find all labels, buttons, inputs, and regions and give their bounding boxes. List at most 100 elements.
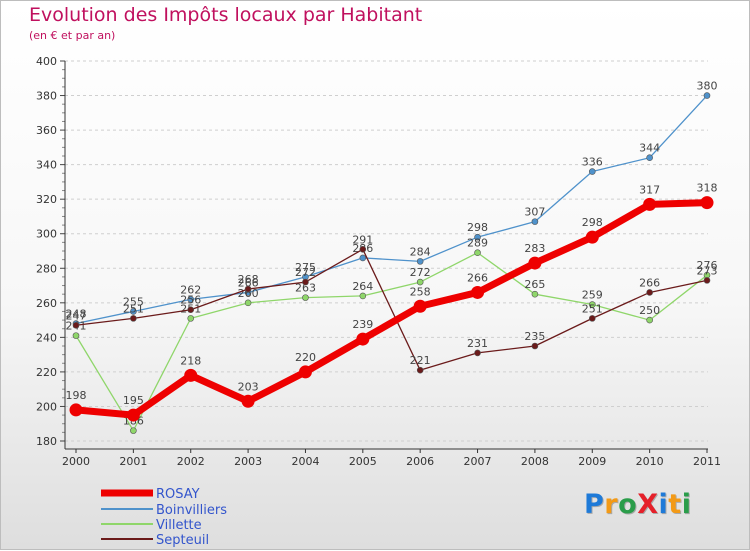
data-point (416, 258, 424, 265)
data-label: 247 (66, 309, 87, 322)
data-point (187, 315, 195, 322)
data-point (531, 290, 539, 298)
data-point (531, 218, 539, 225)
data-label: 255 (123, 295, 144, 308)
data-label: 195 (123, 394, 144, 407)
data-label: 344 (639, 142, 660, 155)
proxiti-logo: ProXiti (584, 489, 692, 520)
x-tick-label: 2007 (464, 455, 492, 468)
series-line-boinvilliers (75, 95, 708, 325)
x-tick-label: 2010 (636, 455, 664, 468)
data-point (585, 230, 599, 244)
data-label: 307 (524, 206, 545, 219)
data-point (130, 308, 137, 315)
data-label: 275 (295, 261, 316, 274)
data-label: 298 (467, 221, 488, 234)
data-point (703, 92, 711, 99)
data-point (356, 332, 370, 346)
data-point (244, 285, 252, 293)
chart-subtitle: (en € et par an) (29, 29, 116, 42)
data-label: 218 (180, 354, 201, 367)
data-label: 220 (295, 351, 316, 364)
x-tick-label: 2002 (177, 455, 205, 468)
data-point (187, 306, 195, 314)
y-tick-label: 300 (36, 228, 57, 241)
data-label: 250 (639, 304, 660, 317)
data-label: 239 (352, 318, 373, 331)
chart-title: Evolution des Impôts locaux par Habitant (29, 4, 423, 26)
legend-label-villette: Villette (156, 518, 202, 533)
data-point (359, 245, 367, 253)
x-tick-label: 2000 (62, 455, 90, 468)
data-label: 336 (582, 156, 603, 169)
data-point (588, 315, 596, 322)
data-point (643, 197, 657, 211)
y-tick-label: 380 (36, 90, 57, 103)
data-point (531, 342, 539, 350)
data-point (241, 394, 255, 408)
data-point (126, 408, 140, 422)
data-label: 263 (295, 282, 316, 295)
data-label: 258 (410, 285, 431, 298)
data-point (700, 196, 714, 210)
data-point (588, 301, 596, 308)
data-label: 289 (467, 237, 488, 250)
data-label: 251 (582, 302, 603, 315)
data-point (474, 233, 481, 241)
data-label: 262 (180, 283, 201, 296)
data-point (72, 321, 80, 329)
data-label: 380 (697, 80, 718, 93)
data-label: 260 (238, 287, 259, 300)
y-tick-label: 320 (36, 193, 57, 206)
legend-label-boinvilliers: Boinvilliers (156, 503, 227, 518)
data-label: 273 (697, 264, 718, 277)
data-label: 266 (467, 271, 488, 284)
y-tick-label: 360 (36, 124, 57, 137)
data-point (302, 278, 309, 286)
y-tick-label: 240 (36, 331, 57, 344)
data-label: 276 (697, 259, 718, 272)
data-point (646, 289, 653, 296)
y-tick-label: 180 (36, 435, 57, 448)
y-tick-label: 260 (36, 297, 57, 310)
data-label: 248 (66, 308, 87, 321)
y-tick-label: 280 (36, 262, 57, 275)
data-label: 283 (524, 242, 545, 255)
x-tick-label: 2011 (693, 455, 721, 468)
y-tick-label: 200 (36, 400, 57, 413)
data-point (528, 256, 542, 270)
series-line-rosay (75, 199, 708, 419)
legend-label-septeuil: Septeuil (156, 533, 209, 548)
data-label: 264 (352, 280, 373, 293)
data-label: 268 (238, 273, 259, 286)
data-point (474, 249, 481, 257)
data-point (184, 368, 198, 382)
x-tick-label: 2001 (119, 455, 147, 468)
x-tick-label: 2009 (578, 455, 606, 468)
data-label: 251 (123, 302, 144, 315)
data-label: 298 (582, 216, 603, 229)
data-label: 317 (639, 183, 660, 196)
data-label: 291 (352, 233, 373, 246)
data-point (359, 292, 367, 300)
data-point (646, 316, 653, 324)
data-label: 259 (582, 289, 603, 302)
data-point (474, 349, 481, 357)
x-tick-label: 2003 (234, 455, 262, 468)
data-label: 266 (639, 276, 660, 289)
data-point (703, 277, 711, 284)
data-label: 272 (410, 266, 431, 279)
series-line-villette (75, 252, 708, 432)
data-label: 266 (238, 276, 259, 289)
data-point (130, 427, 137, 434)
y-tick-label: 400 (36, 55, 57, 68)
data-label: 284 (410, 245, 431, 258)
y-tick-label: 220 (36, 366, 57, 379)
data-point (416, 366, 424, 374)
data-label: 272 (295, 266, 316, 279)
data-label: 318 (697, 182, 718, 195)
data-label: 231 (467, 337, 488, 350)
data-label: 265 (524, 278, 545, 291)
